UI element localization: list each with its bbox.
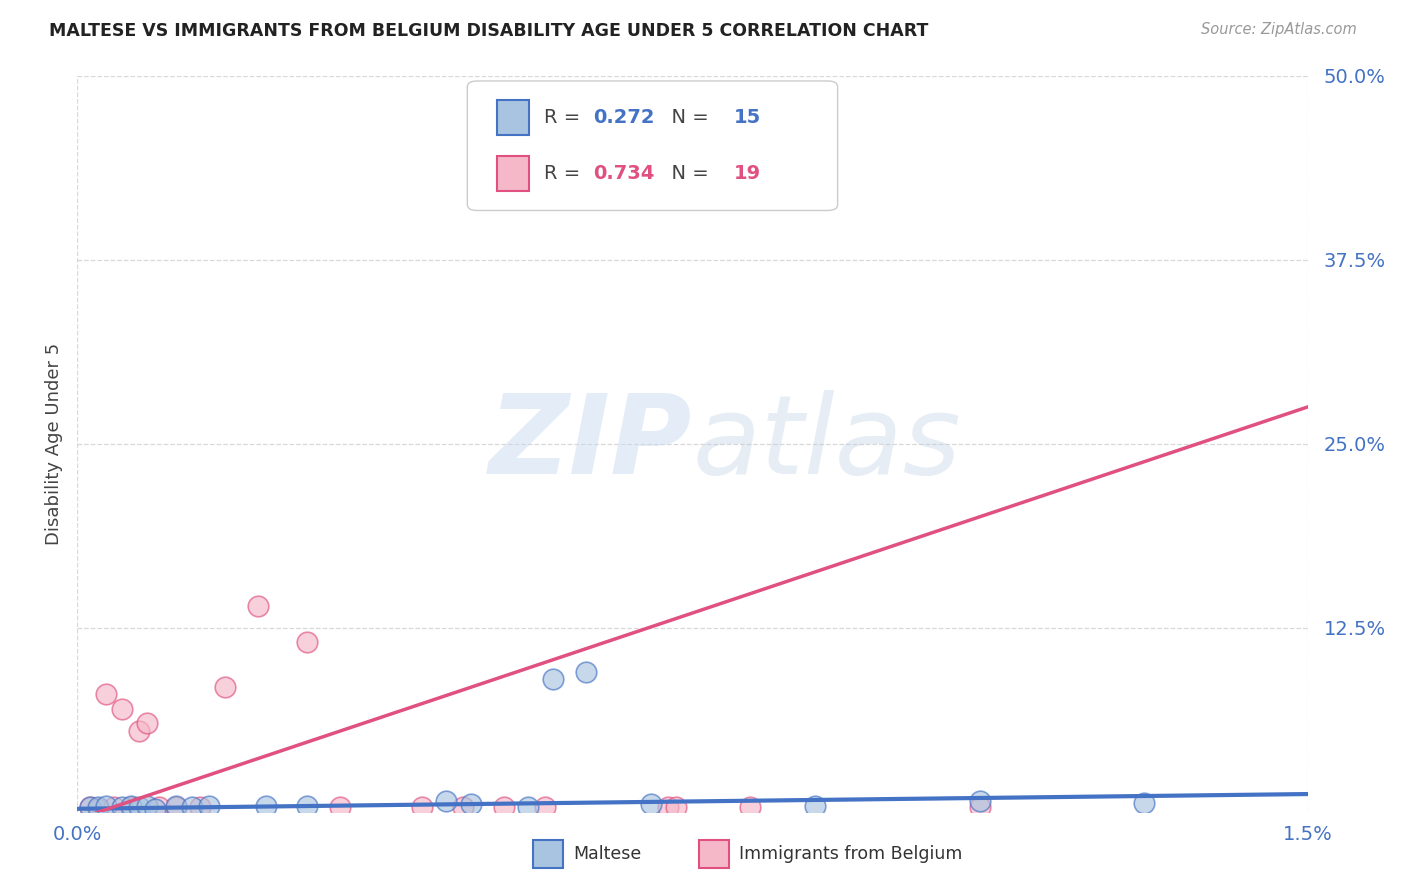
Point xyxy=(120,800,142,814)
Text: ZIP: ZIP xyxy=(489,391,693,497)
Point xyxy=(295,798,318,813)
Point xyxy=(329,800,352,814)
Point xyxy=(541,673,564,687)
Text: N =: N = xyxy=(659,164,716,183)
Point xyxy=(79,800,101,814)
Point xyxy=(120,798,142,813)
Point xyxy=(128,800,150,814)
Point xyxy=(254,798,277,813)
Text: Maltese: Maltese xyxy=(574,846,641,863)
Point xyxy=(738,800,761,814)
Point xyxy=(460,797,482,812)
Point xyxy=(103,800,125,814)
Text: Source: ZipAtlas.com: Source: ZipAtlas.com xyxy=(1201,22,1357,37)
Text: Immigrants from Belgium: Immigrants from Belgium xyxy=(740,846,963,863)
Point xyxy=(1132,796,1154,810)
Point xyxy=(969,800,991,814)
Point xyxy=(87,800,110,814)
Point xyxy=(492,800,515,814)
Text: 0.734: 0.734 xyxy=(593,164,654,183)
Text: 19: 19 xyxy=(734,164,762,183)
Y-axis label: Disability Age Under 5: Disability Age Under 5 xyxy=(45,343,63,545)
Point xyxy=(94,798,117,813)
FancyBboxPatch shape xyxy=(496,156,529,192)
Point xyxy=(136,716,159,731)
Point xyxy=(451,800,474,814)
Point xyxy=(665,800,688,814)
Point xyxy=(969,794,991,808)
Point xyxy=(411,800,433,814)
Text: 15: 15 xyxy=(734,108,762,128)
FancyBboxPatch shape xyxy=(496,100,529,136)
Point xyxy=(165,798,187,813)
Text: MALTESE VS IMMIGRANTS FROM BELGIUM DISABILITY AGE UNDER 5 CORRELATION CHART: MALTESE VS IMMIGRANTS FROM BELGIUM DISAB… xyxy=(49,22,928,40)
Point xyxy=(128,723,150,738)
FancyBboxPatch shape xyxy=(467,81,838,211)
Point xyxy=(197,798,219,813)
FancyBboxPatch shape xyxy=(533,840,564,869)
FancyBboxPatch shape xyxy=(699,840,730,869)
Point xyxy=(165,800,187,814)
Point xyxy=(181,800,204,814)
Point xyxy=(657,800,679,814)
Point xyxy=(111,701,134,715)
Point xyxy=(534,800,557,814)
Point xyxy=(295,635,318,649)
Point xyxy=(624,157,647,171)
Point xyxy=(188,800,212,814)
Point xyxy=(143,802,166,816)
Text: R =: R = xyxy=(544,164,586,183)
Point xyxy=(87,802,110,816)
Text: atlas: atlas xyxy=(693,391,962,497)
Point xyxy=(136,798,159,813)
Point xyxy=(94,687,117,701)
Text: N =: N = xyxy=(659,108,716,128)
Point xyxy=(246,599,269,613)
Point xyxy=(640,797,662,812)
Point xyxy=(804,798,827,813)
Text: R =: R = xyxy=(544,108,586,128)
Point xyxy=(517,800,540,814)
Point xyxy=(79,800,101,814)
Point xyxy=(436,794,458,808)
Point xyxy=(575,665,598,679)
Point xyxy=(148,800,170,814)
Point xyxy=(214,680,236,694)
Text: 0.272: 0.272 xyxy=(593,108,654,128)
Point xyxy=(111,800,134,814)
